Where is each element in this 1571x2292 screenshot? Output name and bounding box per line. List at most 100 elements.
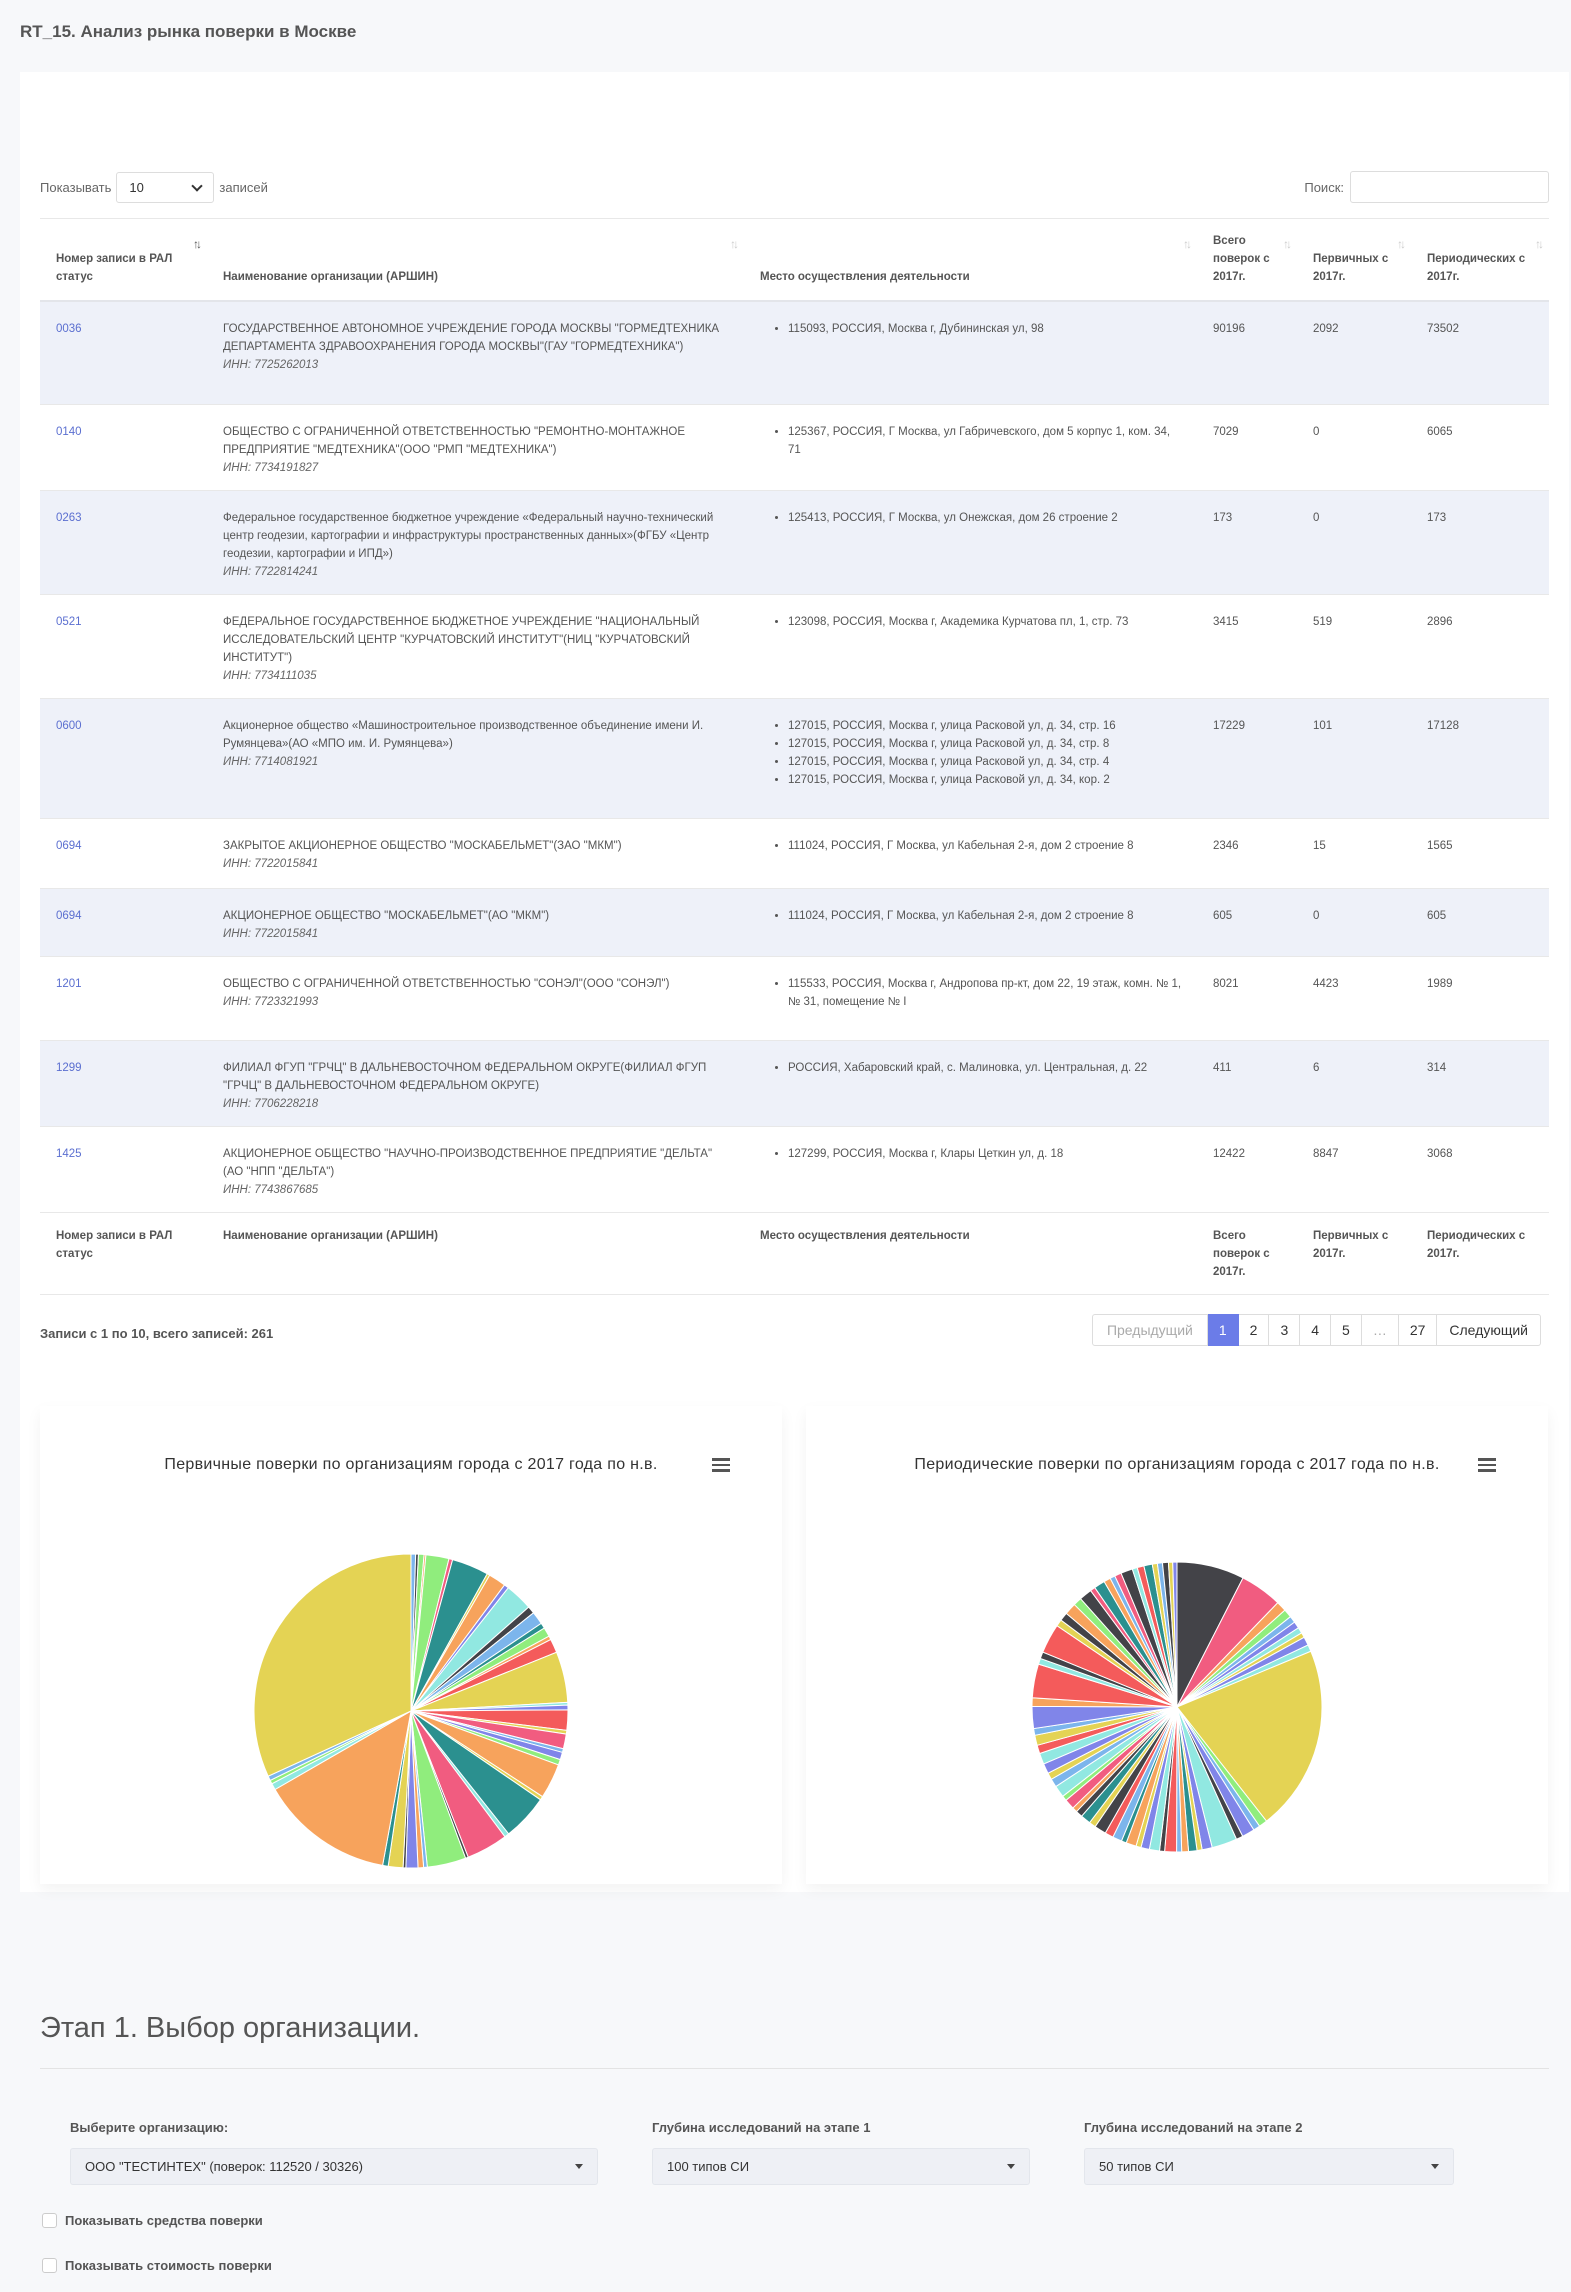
prev-page-button[interactable]: Предыдущий (1091, 1314, 1208, 1346)
place-item: 125413, РОССИЯ, Г Москва, ул Онежская, д… (788, 509, 1183, 527)
col-header-total[interactable]: Всего поверок с 2017г. ↑↓ (1197, 218, 1297, 302)
org-name-cell: Федеральное государственное бюджетное уч… (207, 490, 744, 595)
periodic-cell: 1989 (1411, 956, 1549, 1041)
org-inn: ИНН: 7714081921 (223, 756, 319, 768)
page-button-27[interactable]: 27 (1398, 1314, 1438, 1346)
org-inn: ИНН: 7723321993 (223, 996, 319, 1008)
col-header-name[interactable]: Наименование организации (АРШИН) ↑↓ (207, 218, 744, 302)
org-name: ФЕДЕРАЛЬНОЕ ГОСУДАРСТВЕННОЕ БЮДЖЕТНОЕ УЧ… (223, 616, 700, 664)
primary-cell: 4423 (1297, 956, 1411, 1041)
chevron-down-icon (191, 179, 204, 192)
primary-pie-chart: Первичные поверки по организациям города… (40, 1406, 782, 1884)
show-instruments-checkbox[interactable]: Показывать средства поверки (42, 2213, 263, 2228)
record-number-link[interactable]: 0263 (40, 490, 207, 595)
page-button-3[interactable]: 3 (1269, 1314, 1301, 1346)
table-row: 0694 ЗАКРЫТОЕ АКЦИОНЕРНОЕ ОБЩЕСТВО "МОСКА… (40, 818, 1549, 889)
org-name-cell: АКЦИОНЕРНОЕ ОБЩЕСТВО "МОСКАБЕЛЬМЕТ"(АО "… (207, 888, 744, 957)
org-inn: ИНН: 7706228218 (223, 1098, 319, 1110)
place-item: 115533, РОССИЯ, Москва г, Андропова пр-к… (788, 975, 1183, 1011)
org-name-cell: ОБЩЕСТВО С ОГРАНИЧЕННОЙ ОТВЕТСТВЕННОСТЬЮ… (207, 956, 744, 1041)
pie-slice[interactable] (1172, 1561, 1178, 1708)
place-cell: 111024, РОССИЯ, Г Москва, ул Кабельная 2… (744, 888, 1197, 957)
org-name-cell: Акционерное общество «Машиностроительное… (207, 698, 744, 819)
table-row: 0600 Акционерное общество «Машиностроител… (40, 698, 1549, 819)
hamburger-menu-icon[interactable] (712, 1458, 730, 1472)
sort-icon: ↑↓ (1183, 237, 1192, 251)
page-button-2[interactable]: 2 (1238, 1314, 1270, 1346)
total-cell: 3415 (1197, 594, 1297, 699)
place-cell: РОССИЯ, Хабаровский край, с. Малиновка, … (744, 1040, 1197, 1127)
page-title: RT_15. Анализ рынка поверки в Москве (20, 22, 357, 41)
divider (40, 2068, 1549, 2069)
sort-icon: ↑↓ (1535, 237, 1544, 251)
page-button-1[interactable]: 1 (1207, 1314, 1239, 1346)
place-item: 127299, РОССИЯ, Москва г, Клары Цеткин у… (788, 1145, 1183, 1163)
search-input[interactable] (1350, 171, 1549, 203)
org-name-cell: ОБЩЕСТВО С ОГРАНИЧЕННОЙ ОТВЕТСТВЕННОСТЬЮ… (207, 404, 744, 491)
col-header-place[interactable]: Место осуществления деятельности ↑↓ (744, 218, 1197, 302)
org-inn: ИНН: 7722015841 (223, 928, 319, 940)
org-inn: ИНН: 7734191827 (223, 462, 319, 474)
org-name: ФИЛИАЛ ФГУП "ГРЧЦ" В ДАЛЬНЕВОСТОЧНОМ ФЕД… (223, 1062, 707, 1092)
place-item: 115093, РОССИЯ, Москва г, Дубининская ул… (788, 320, 1183, 338)
table-row: 0521 ФЕДЕРАЛЬНОЕ ГОСУДАРСТВЕННОЕ БЮДЖЕТНО… (40, 594, 1549, 699)
primary-chart-title: Первичные поверки по организациям города… (164, 1456, 658, 1473)
place-cell: 115093, РОССИЯ, Москва г, Дубининская ул… (744, 300, 1197, 405)
show-cost-checkbox[interactable]: Показывать стоимость поверки (42, 2258, 272, 2273)
total-cell: 8021 (1197, 956, 1297, 1041)
col-footer-total: Всего поверок с 2017г. (1197, 1212, 1297, 1295)
org-inn: ИНН: 7725262013 (223, 358, 319, 371)
record-number-link[interactable]: 0694 (40, 818, 207, 889)
col-header-periodic[interactable]: Периодических с 2017г. ↑↓ (1411, 218, 1549, 302)
periodic-pie-chart: Периодические поверки по организациям го… (806, 1406, 1548, 1884)
total-cell: 7029 (1197, 404, 1297, 491)
col-footer-periodic: Периодических с 2017г. (1411, 1212, 1549, 1295)
table-row: 1201 ОБЩЕСТВО С ОГРАНИЧЕННОЙ ОТВЕТСТВЕННО… (40, 956, 1549, 1041)
periodic-cell: 17128 (1411, 698, 1549, 819)
org-select[interactable]: ООО "ТЕСТИНТЕХ" (поверок: 112520 / 30326… (70, 2148, 598, 2185)
col-footer-num: Номер записи в РАЛ статус (40, 1212, 207, 1295)
periodic-cell: 173 (1411, 490, 1549, 595)
record-number-link[interactable]: 0521 (40, 594, 207, 699)
page-length-select[interactable]: 10 (116, 172, 215, 203)
org-label: Выберите организацию: (70, 2120, 229, 2135)
record-number-link[interactable]: 0600 (40, 698, 207, 819)
org-name: Федеральное государственное бюджетное уч… (223, 512, 714, 560)
page-button-4[interactable]: 4 (1300, 1314, 1332, 1346)
record-number-link[interactable]: 0694 (40, 888, 207, 957)
col-header-primary[interactable]: Первичных с 2017г. ↑↓ (1297, 218, 1411, 302)
checkbox-box[interactable] (42, 2213, 57, 2228)
hamburger-menu-icon[interactable] (1478, 1458, 1496, 1472)
records-table: Номер записи в РАЛ статус ↑↓ Наименование… (40, 218, 1549, 1295)
pagination: Предыдущий 1 2 3 4 5 … 27 Следующий (1091, 1314, 1541, 1346)
primary-cell: 8847 (1297, 1126, 1411, 1213)
next-page-button[interactable]: Следующий (1437, 1314, 1541, 1346)
total-cell: 173 (1197, 490, 1297, 595)
record-number-link[interactable]: 1299 (40, 1040, 207, 1127)
table-row: 1425 АКЦИОНЕРНОЕ ОБЩЕСТВО "НАУЧНО-ПРОИЗВО… (40, 1126, 1549, 1213)
total-cell: 90196 (1197, 300, 1297, 405)
record-number-link[interactable]: 1201 (40, 956, 207, 1041)
periodic-cell: 1565 (1411, 818, 1549, 889)
depth2-select[interactable]: 50 типов СИ (1084, 2148, 1454, 2185)
org-inn: ИНН: 7722814241 (223, 566, 319, 578)
periodic-pie-svg (1031, 1561, 1323, 1853)
table-row: 0694 АКЦИОНЕРНОЕ ОБЩЕСТВО "МОСКАБЕЛЬМЕТ"(… (40, 888, 1549, 957)
org-name: ОБЩЕСТВО С ОГРАНИЧЕННОЙ ОТВЕТСТВЕННОСТЬЮ… (223, 978, 670, 990)
org-name: ГОСУДАРСТВЕННОЕ АВТОНОМНОЕ УЧРЕЖДЕНИЕ ГО… (223, 322, 720, 353)
pie-slice[interactable] (253, 1553, 412, 1777)
pie-slice[interactable] (1176, 1650, 1323, 1822)
pie-slice[interactable] (274, 1710, 412, 1866)
page-length-control: Показывать 10 записей (40, 172, 268, 203)
sort-icon: ↑↓ (1397, 237, 1406, 251)
record-number-link[interactable]: 0140 (40, 404, 207, 491)
checkbox-box[interactable] (42, 2258, 57, 2273)
depth1-select[interactable]: 100 типов СИ (652, 2148, 1030, 2185)
record-number-link[interactable]: 1425 (40, 1126, 207, 1213)
col-footer-place: Место осуществления деятельности (744, 1212, 1197, 1295)
record-number-link[interactable]: 0036 (40, 300, 207, 405)
col-header-num[interactable]: Номер записи в РАЛ статус ↑↓ (40, 218, 207, 302)
org-inn: ИНН: 7743867685 (223, 1184, 319, 1196)
org-name: ЗАКРЫТОЕ АКЦИОНЕРНОЕ ОБЩЕСТВО "МОСКАБЕЛЬ… (223, 840, 622, 852)
page-button-5[interactable]: 5 (1331, 1314, 1362, 1346)
